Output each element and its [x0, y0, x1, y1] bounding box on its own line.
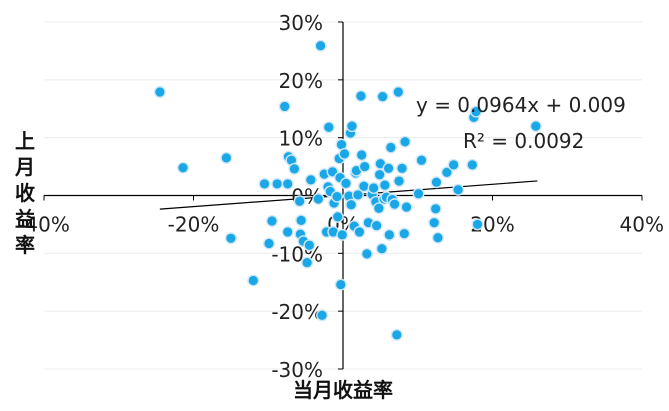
data-point-23 [314, 39, 327, 52]
data-point-17 [295, 214, 308, 227]
data-point-75 [392, 85, 405, 98]
data-point-55 [360, 247, 373, 260]
data-point-65 [376, 90, 389, 103]
data-point-24 [316, 309, 329, 322]
trendline-r-squared: R² = 0.0092 [463, 129, 584, 153]
data-point-84 [429, 202, 442, 215]
data-point-83 [428, 216, 441, 229]
data-point-70 [383, 228, 396, 241]
data-point-74 [390, 328, 403, 341]
data-point-76 [393, 175, 406, 188]
data-point-67 [378, 179, 391, 192]
data-point-34 [331, 210, 344, 223]
data-point-93 [471, 218, 484, 231]
data-point-9 [278, 100, 291, 113]
data-point-6 [262, 237, 275, 250]
x-tick-label-4: 40% [620, 213, 664, 237]
data-point-49 [351, 188, 364, 201]
data-point-92 [470, 105, 483, 118]
data-point-82 [415, 154, 428, 167]
data-point-5 [258, 177, 271, 190]
data-point-33 [331, 190, 344, 203]
data-point-19 [301, 256, 314, 269]
y-axis-title-char-4: 率 [15, 233, 35, 257]
data-point-0 [153, 85, 166, 98]
data-point-89 [452, 183, 465, 196]
data-point-64 [375, 242, 388, 255]
y-tick-label-1: 20% [279, 69, 323, 93]
tick-labels: -40% -20% 0% 20% 40%30%20%10%0%-10%-20%-30% [18, 11, 664, 382]
data-point-10 [281, 177, 294, 190]
trendline-equation: y = 0.0964x + 0.009 [416, 93, 626, 117]
y-axis-title-char-1: 月 [14, 155, 35, 179]
data-point-21 [304, 173, 317, 186]
y-tick-label-6: -30% [271, 358, 323, 382]
data-point-88 [447, 158, 460, 171]
y-tick-label-5: -20% [271, 300, 323, 324]
data-point-8 [271, 177, 284, 190]
data-point-50 [353, 225, 366, 238]
data-point-51 [354, 90, 367, 103]
data-point-45 [345, 120, 358, 133]
data-point-14 [288, 162, 301, 175]
data-point-53 [357, 180, 370, 193]
y-axis-title-char-2: 收 [15, 181, 35, 205]
data-point-11 [281, 225, 294, 238]
data-point-73 [388, 198, 401, 211]
data-point-86 [431, 231, 444, 244]
data-point-41 [339, 177, 352, 190]
x-tick-label-1: -20% [168, 213, 220, 237]
data-point-1 [177, 161, 190, 174]
data-point-78 [398, 227, 411, 240]
y-axis-title-char-0: 上 [15, 129, 35, 153]
data-point-77 [396, 162, 409, 175]
data-point-39 [336, 228, 349, 241]
data-point-61 [372, 202, 385, 215]
x-axis-title: 当月收益率 [293, 378, 393, 402]
data-point-58 [367, 181, 380, 194]
data-point-37 [334, 278, 347, 291]
data-point-44 [345, 198, 358, 211]
data-point-2 [220, 151, 233, 164]
data-point-90 [466, 158, 479, 171]
data-point-3 [224, 232, 237, 245]
data-point-40 [338, 147, 351, 160]
data-point-71 [384, 141, 397, 154]
data-point-54 [358, 160, 371, 173]
data-points [153, 39, 542, 341]
y-axis-title-char-3: 益 [15, 207, 35, 231]
data-point-52 [355, 149, 368, 162]
data-point-60 [370, 219, 383, 232]
trendline-annotation: y = 0.0964x + 0.009 R² = 0.0092 [416, 93, 626, 153]
x-tick-label-0: -40% [18, 213, 70, 237]
data-point-22 [312, 192, 325, 205]
data-point-28 [322, 121, 335, 134]
data-point-20 [303, 239, 316, 252]
data-point-79 [399, 135, 412, 148]
data-point-4 [247, 274, 260, 287]
data-point-85 [430, 176, 443, 189]
y-tick-label-0: 30% [279, 11, 323, 35]
data-point-15 [293, 195, 306, 208]
data-point-94 [529, 120, 542, 133]
data-point-81 [412, 187, 425, 200]
data-point-80 [400, 201, 413, 214]
data-point-7 [265, 214, 278, 227]
data-point-87 [440, 166, 453, 179]
data-point-69 [382, 162, 395, 175]
y-tick-label-2: 10% [279, 127, 323, 151]
